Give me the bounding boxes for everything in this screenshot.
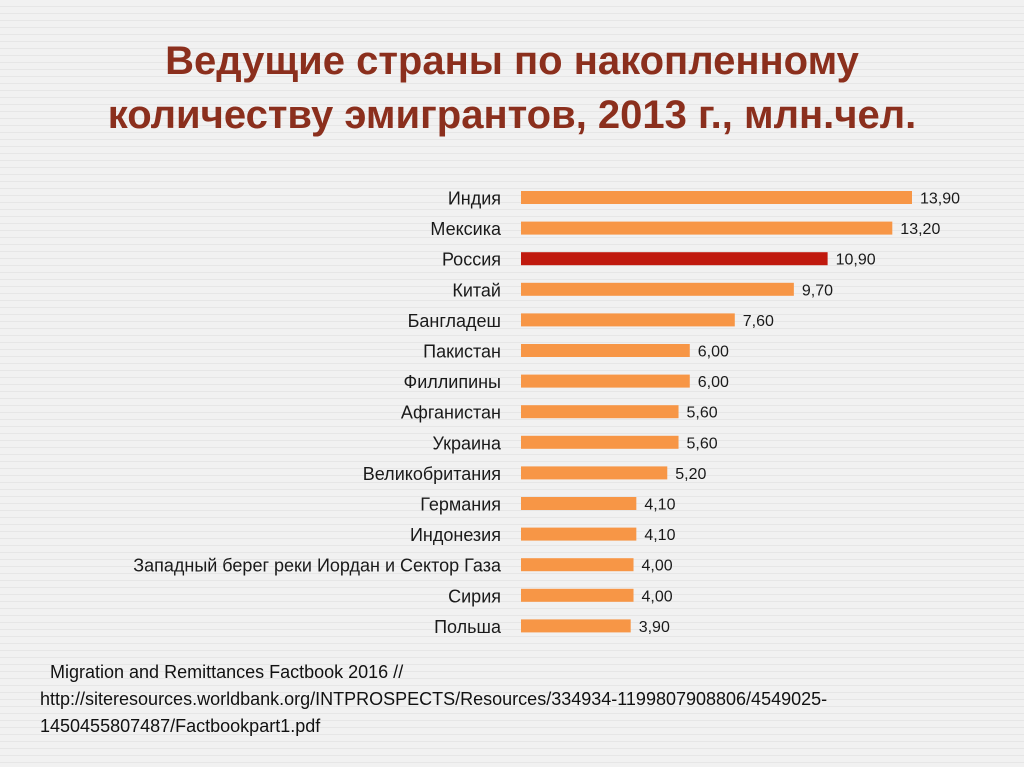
- source-line-3: 1450455807487/Factbookpart1.pdf: [40, 716, 321, 736]
- bar: [521, 619, 631, 633]
- bar: [521, 588, 634, 602]
- bar: [521, 344, 690, 357]
- category-label: Афганистан: [401, 403, 501, 423]
- source-line-1: Migration and Remittances Factbook 2016 …: [50, 662, 404, 682]
- category-label: Мексика: [430, 219, 502, 239]
- data-label: 13,90: [920, 191, 960, 208]
- category-label: Индонезия: [410, 525, 501, 545]
- category-label: Германия: [420, 495, 501, 515]
- data-label: 10,90: [836, 252, 876, 269]
- chart-title: Ведущие страны по накопленному количеств…: [60, 34, 964, 142]
- data-label: 4,00: [642, 558, 673, 575]
- category-label: Сирия: [448, 586, 501, 606]
- category-label: Россия: [442, 250, 501, 270]
- category-label: Западный берег реки Иордан и Сектор Газа: [133, 556, 502, 576]
- bar: [521, 527, 637, 541]
- data-label: 4,10: [644, 527, 675, 544]
- category-label: Пакистан: [423, 342, 501, 362]
- data-label: 5,20: [675, 466, 706, 483]
- bar: [521, 313, 735, 327]
- data-label: 3,90: [639, 619, 670, 636]
- category-label: Великобритания: [363, 464, 501, 484]
- bar: [521, 497, 637, 510]
- bar-highlight: [521, 252, 828, 266]
- category-label: Китай: [452, 280, 501, 300]
- data-label: 5,60: [687, 435, 718, 452]
- data-label: 4,10: [644, 497, 675, 514]
- bar: [521, 191, 912, 204]
- data-label: 7,60: [743, 313, 774, 330]
- bar: [521, 221, 893, 235]
- bar: [521, 435, 679, 449]
- data-label: 4,00: [642, 588, 673, 605]
- chart-title-line-1: Ведущие страны по накопленному: [165, 39, 859, 83]
- bar: [521, 558, 634, 572]
- bar: [521, 374, 690, 388]
- category-label: Польша: [434, 617, 502, 637]
- data-label: 6,00: [698, 344, 729, 361]
- source-citation: Migration and Remittances Factbook 2016 …: [40, 659, 1000, 740]
- data-label: 9,70: [802, 282, 833, 299]
- bar: [521, 466, 668, 480]
- category-label: Украина: [432, 433, 502, 453]
- data-label: 6,00: [698, 374, 729, 391]
- source-line-2: http://siteresources.worldbank.org/INTPR…: [40, 689, 828, 709]
- category-label: Индия: [448, 189, 501, 209]
- data-label: 5,60: [687, 405, 718, 422]
- category-label: Бангладеш: [408, 311, 501, 331]
- bar: [521, 405, 679, 419]
- data-label: 13,20: [900, 221, 940, 238]
- chart-title-line-2: количеству эмигрантов, 2013 г., млн.чел.: [107, 93, 917, 137]
- bar: [521, 282, 794, 296]
- category-label: Филлипины: [404, 372, 501, 392]
